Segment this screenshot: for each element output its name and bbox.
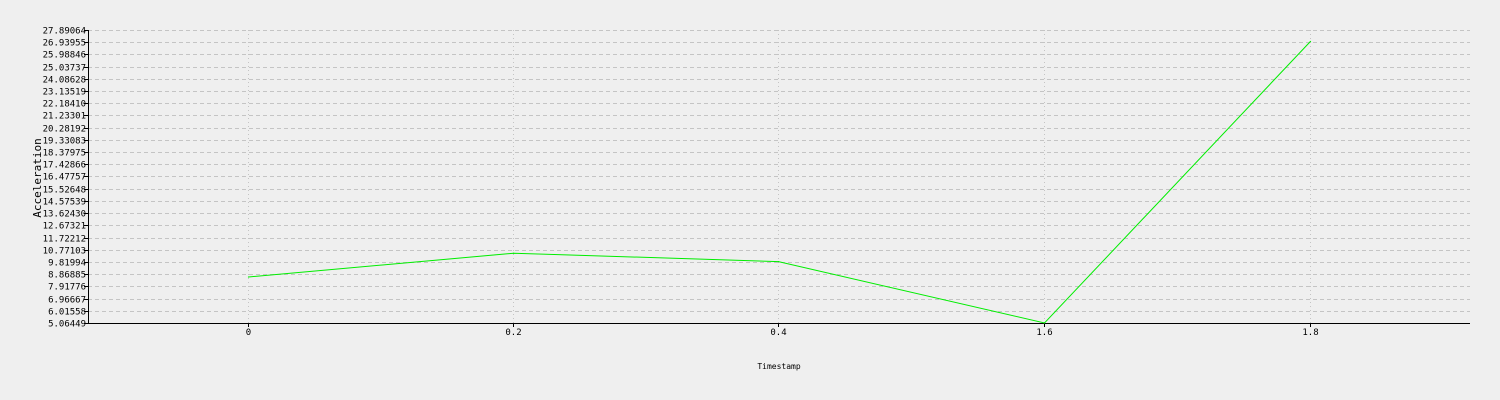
x-tick-label: 1.8 — [1302, 328, 1318, 338]
x-tick-label: 1.6 — [1036, 328, 1052, 338]
y-tick-labels: 5.06449 6.01558 6.96667 7.91776 8.86885 9.819… — [43, 27, 86, 330]
data-point — [777, 260, 780, 263]
y-tick-label: 15.52648 — [43, 186, 86, 196]
y-tick-label: 21.23301 — [43, 112, 86, 122]
y-tick-label: 10.77103 — [43, 247, 86, 257]
series-line — [248, 41, 1311, 324]
y-tick-label: 18.37975 — [43, 149, 86, 159]
y-tick-label: 25.03737 — [43, 64, 86, 74]
y-tick-label: 6.96667 — [48, 296, 86, 306]
data-point — [512, 252, 515, 254]
y-tick-label: 12.67321 — [43, 222, 86, 232]
y-tick-label: 9.81994 — [48, 259, 86, 269]
x-tick-label: 0 — [246, 328, 251, 338]
x-tick-label: 0.4 — [770, 328, 786, 338]
y-tick-label: 5.06449 — [48, 320, 86, 330]
y-tick-label: 11.72212 — [43, 235, 86, 245]
y-tick-label: 16.47757 — [43, 173, 86, 183]
x-axis-title: Timestamp — [757, 362, 801, 371]
y-tick-label: 7.91776 — [48, 283, 86, 293]
data-point — [1309, 40, 1312, 43]
y-tick-label: 24.08628 — [43, 76, 86, 86]
y-tick-label: 27.89064 — [43, 27, 86, 37]
x-tick-labels: 0 0.2 0.4 1.6 1.8 — [246, 328, 1319, 338]
y-tick-label: 25.98846 — [43, 51, 86, 61]
y-tick-label: 8.86885 — [48, 271, 86, 281]
y-tick-label: 13.62430 — [43, 210, 86, 220]
data-point — [247, 276, 250, 278]
y-tick-label: 17.42866 — [43, 161, 86, 171]
y-tick-label: 26.93955 — [43, 39, 86, 49]
axes — [84, 30, 1470, 327]
x-tick-label: 0.2 — [505, 328, 521, 338]
y-tick-label: 20.28192 — [43, 125, 86, 135]
y-tick-label: 22.18410 — [43, 100, 86, 110]
y-axis-title: Acceleration — [31, 138, 44, 217]
grid-lines — [88, 30, 1470, 323]
y-tick-label: 6.01558 — [48, 308, 86, 318]
y-tick-label: 19.33083 — [43, 137, 86, 147]
series-lines — [247, 40, 1312, 324]
y-tick-label: 14.57539 — [43, 198, 86, 208]
y-tick-label: 23.13519 — [43, 88, 86, 98]
data-point — [1043, 322, 1046, 324]
